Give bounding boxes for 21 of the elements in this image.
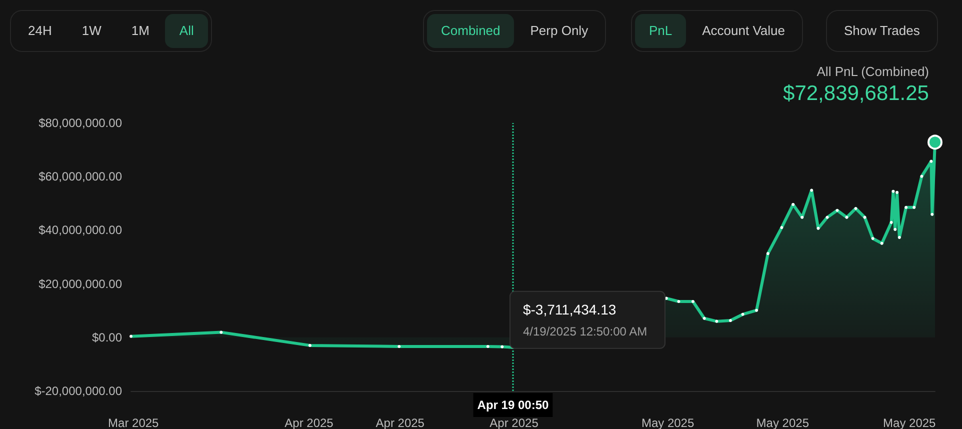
y-tick-label: $60,000,000.00 — [38, 170, 122, 184]
chart-subtitle: $72,839,681.25 — [783, 82, 929, 106]
y-tick-label: $20,000,000.00 — [38, 276, 122, 291]
text: 1M — [130, 22, 150, 40]
y-tick-label: $-20,000,000.00 — [34, 384, 122, 398]
y-tick-label: $0.00 — [92, 330, 122, 344]
chart-title: All PnL (Combined) — [816, 64, 929, 79]
text: Perp Only — [529, 22, 590, 40]
y-tick-label: $80,000,000.00 — [38, 116, 122, 130]
annotation: 4/19/2025 12:50:00 AM — [522, 324, 648, 338]
text: Combined — [427, 14, 514, 48]
text: PnL — [635, 14, 686, 48]
text: Account Value — [701, 22, 786, 40]
y-tick-label: $40,000,000.00 — [38, 223, 122, 238]
text: 1W — [80, 22, 102, 40]
text: Show Trades — [843, 22, 921, 40]
x-tick-label: Mar 2025 — [108, 416, 160, 429]
annotation: $-3,711,434.13 — [522, 301, 616, 318]
text: All — [165, 14, 208, 48]
ref-line-label: Apr 19 00:50 — [477, 398, 549, 412]
text: 24H — [27, 22, 53, 40]
